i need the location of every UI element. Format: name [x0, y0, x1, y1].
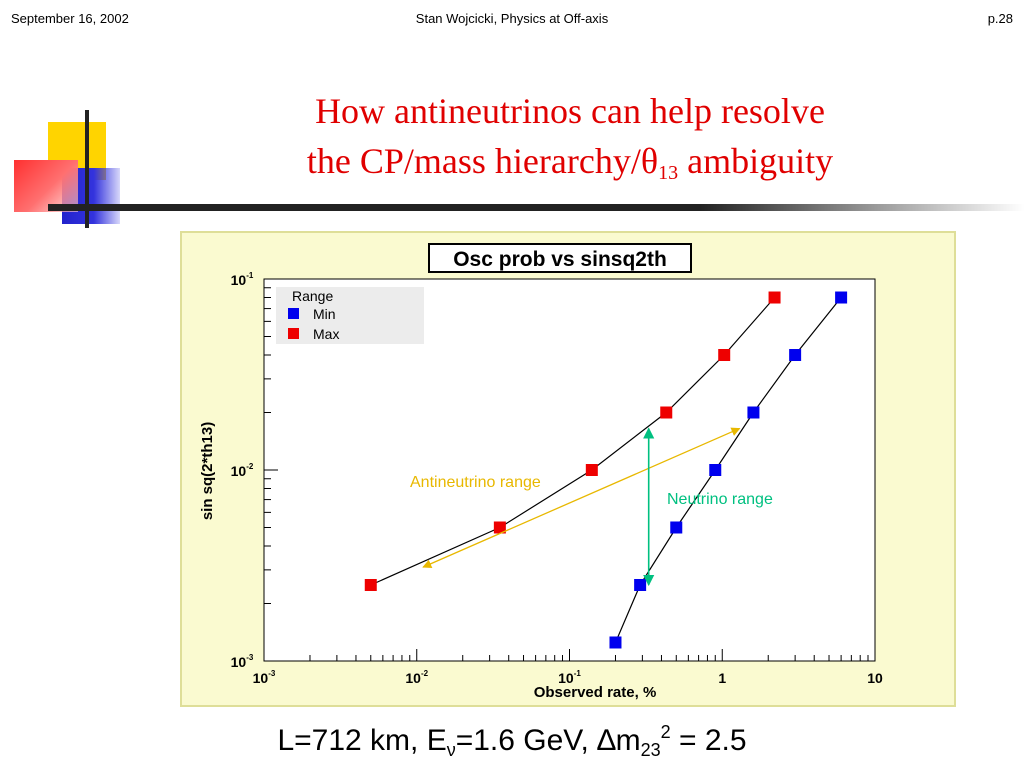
data-point-max	[718, 349, 731, 362]
data-point-min	[789, 349, 802, 362]
chart: Osc prob vs sinsq2th 10-3 10-2 10-1 1 10 10-…	[199, 243, 883, 701]
red-square	[14, 160, 78, 212]
vertical-bar	[85, 110, 89, 228]
header-date: September 16, 2002	[11, 11, 129, 26]
x-axis-label: Observed rate, %	[534, 684, 657, 701]
y-tick-label: 10-2	[231, 462, 254, 479]
data-point-min	[747, 406, 760, 419]
data-point-min	[609, 636, 622, 649]
caption-nu-subscript: ν	[446, 740, 456, 760]
title-line-1: How antineutrinos can help resolve	[315, 91, 825, 131]
data-point-max	[768, 291, 781, 304]
y-tick-label-exponent: -1	[246, 271, 254, 280]
caption-dm-superscript: 2	[660, 722, 671, 742]
y-tick-label-exponent: -3	[246, 653, 254, 662]
data-point-min	[835, 291, 848, 304]
y-tick-labels: 10-3 10-2 10-1	[231, 271, 254, 670]
x-tick-label-exponent: -1	[574, 669, 582, 678]
legend-label-min: Min	[313, 306, 336, 322]
data-point-min	[634, 578, 647, 591]
x-tick-label-exponent: -3	[268, 669, 276, 678]
data-point-max	[364, 578, 377, 591]
legend-title: Range	[292, 288, 333, 304]
caption-part-2: =1.6 GeV, ∆m	[455, 724, 641, 757]
y-axis-label: sin sq(2*th13)	[199, 422, 216, 520]
x-tick-label-exponent: -2	[421, 669, 429, 678]
caption-dm-subscript: 23	[640, 740, 661, 760]
data-point-min	[670, 521, 683, 534]
axis-ticks	[263, 278, 876, 662]
antineutrino-range-label: Antineutrino range	[410, 474, 541, 491]
y-tick-label: 10-3	[231, 653, 254, 670]
x-tick-label: 10-3	[253, 669, 276, 686]
title-rule	[48, 204, 1024, 211]
caption-part-1: L=712 km, E	[277, 724, 447, 757]
title-line-2-suffix: ambiguity	[678, 141, 834, 181]
x-tick-label: 1	[718, 670, 726, 686]
legend-box	[276, 287, 424, 344]
y-tick-label: 10-1	[231, 271, 254, 288]
legend-marker-max	[288, 328, 299, 339]
x-tick-label: 10-2	[405, 669, 428, 686]
x-tick-label: 10	[867, 670, 883, 686]
neutrino-range-label: Neutrino range	[667, 491, 773, 508]
legend-marker-min	[288, 308, 299, 319]
data-point-max	[660, 406, 673, 419]
chart-title-box	[428, 243, 692, 273]
slide-title: How antineutrinos can help resolve the C…	[160, 86, 980, 186]
chart-title: Osc prob vs sinsq2th	[453, 248, 667, 271]
header-page-number: p.28	[987, 11, 1013, 26]
title-line-2-prefix: the CP/mass hierarchy/θ	[306, 141, 659, 181]
title-line-2: the CP/mass hierarchy/θ13 ambiguity	[160, 136, 980, 186]
antineutrino-range-arrow	[422, 427, 741, 569]
data-point-min	[709, 464, 722, 476]
slide-caption: L=712 km, Eν=1.6 GeV, ∆m232 = 2.5	[0, 722, 1024, 760]
title-rule-fade	[700, 204, 1024, 211]
data-point-max	[585, 464, 598, 476]
y-tick-label-exponent: -2	[246, 462, 254, 471]
header-author: Stan Wojcicki, Physics at Off-axis	[415, 11, 609, 26]
caption-part-3: = 2.5	[670, 724, 747, 757]
legend-label-max: Max	[313, 326, 339, 342]
title-theta-subscript: 13	[658, 162, 679, 184]
